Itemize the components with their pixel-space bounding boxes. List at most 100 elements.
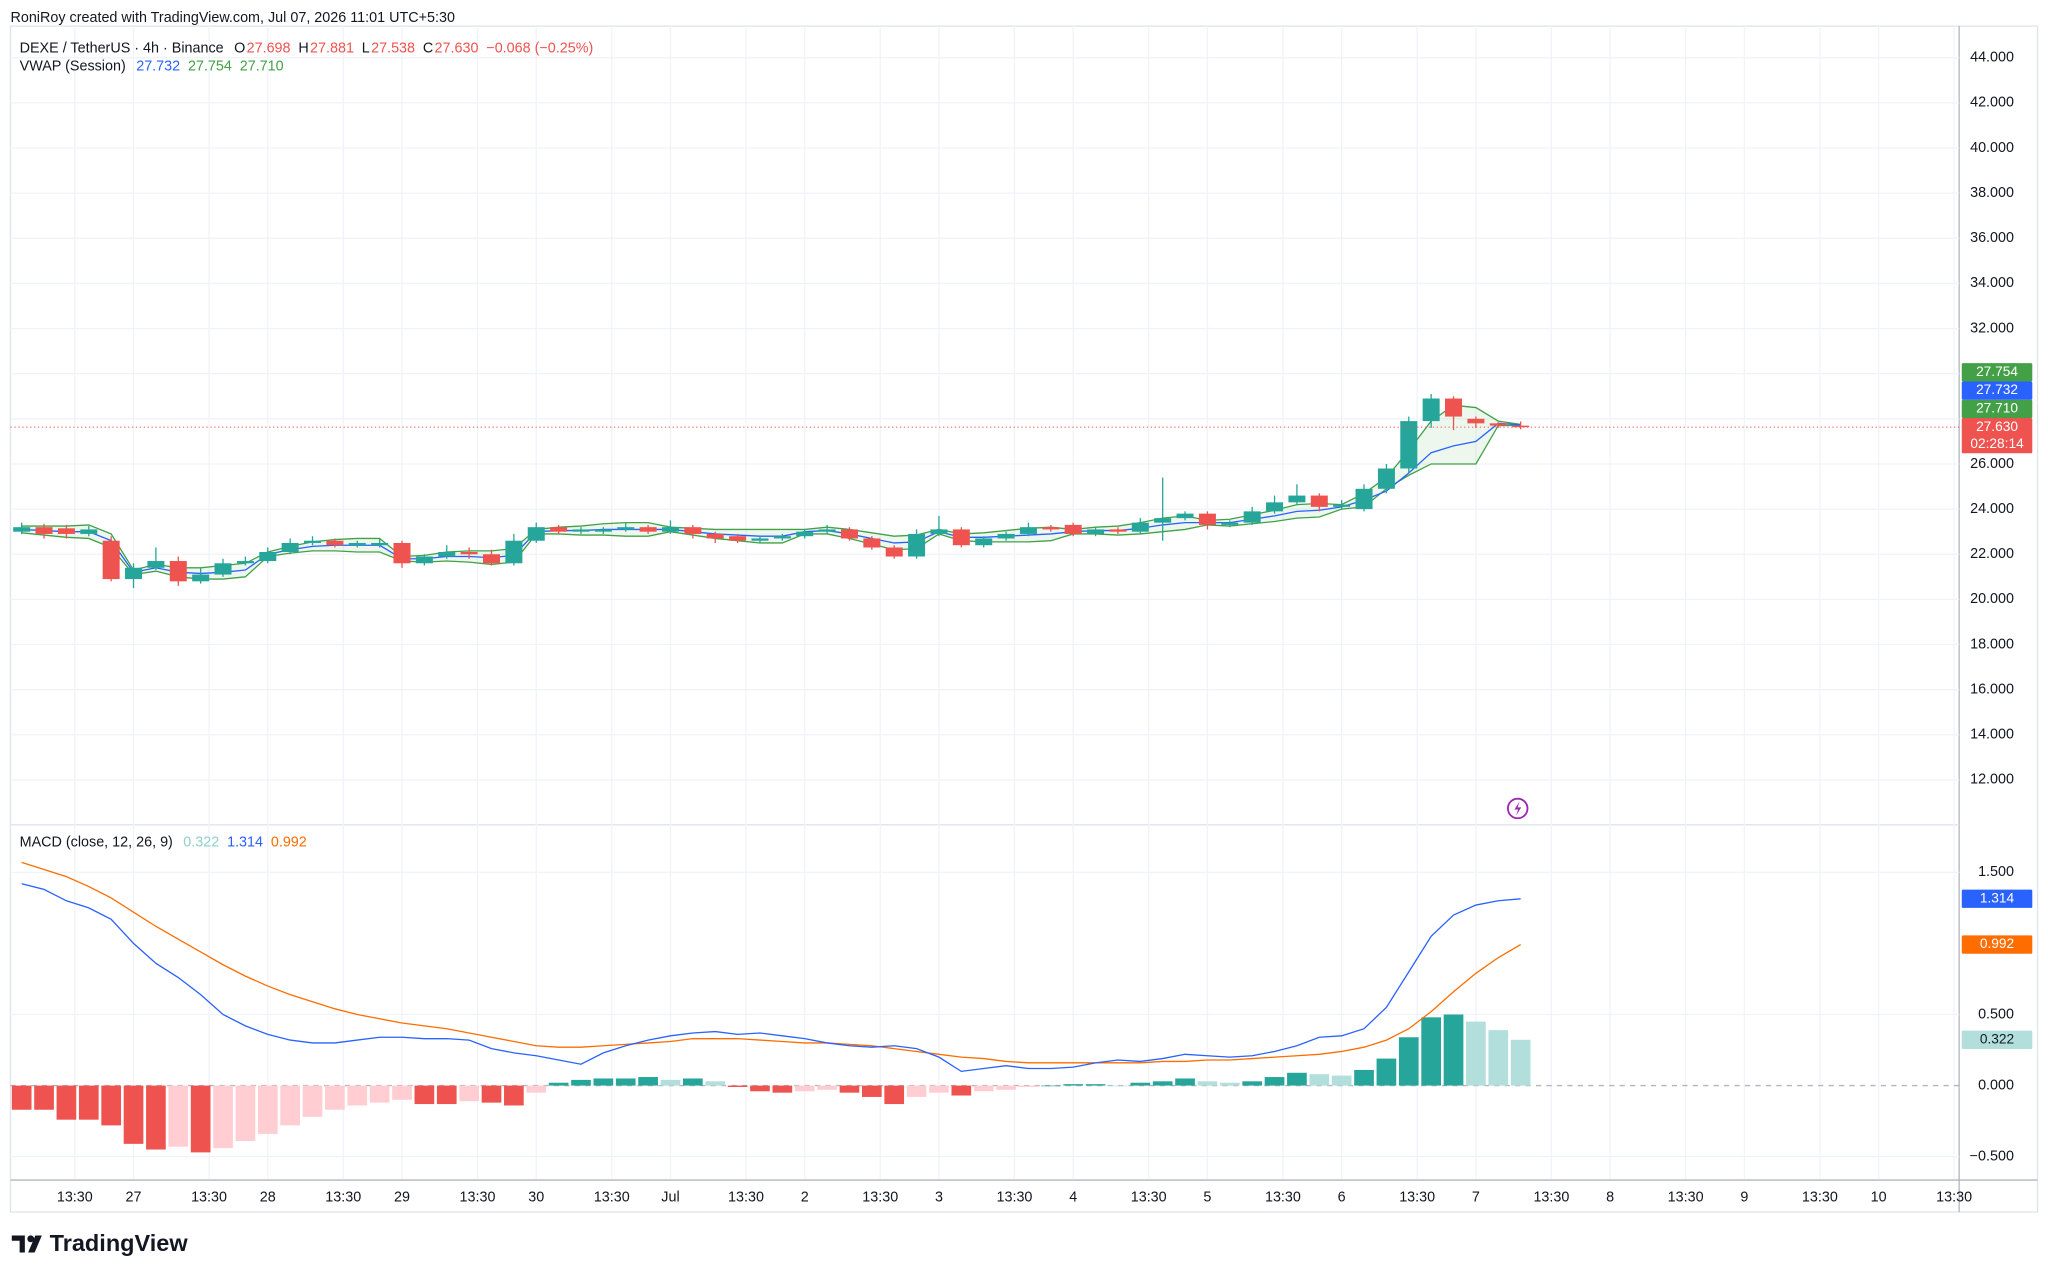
histogram-bar	[1510, 1039, 1531, 1086]
histogram-bar	[369, 1085, 390, 1103]
price-label-box	[1961, 418, 2033, 454]
x-tick-label: 2	[801, 1189, 809, 1205]
histogram-bar	[56, 1085, 77, 1120]
symbol-title: DEXE / TetherUS · 4h · Binance	[20, 40, 224, 56]
signal-value: 0.992	[271, 834, 307, 850]
alert-icon[interactable]	[1506, 797, 1529, 820]
candle-body	[1221, 522, 1239, 525]
x-tick-label: 13:30	[728, 1189, 764, 1205]
x-tick-label: 13:30	[996, 1189, 1032, 1205]
candle-body	[751, 538, 769, 541]
y-tick-label: 22.000	[1970, 546, 2014, 562]
grid	[10, 26, 1960, 1180]
candle-body	[1333, 504, 1351, 507]
candle-body	[482, 554, 500, 564]
histogram-bar	[325, 1085, 345, 1110]
candle-body	[1019, 527, 1037, 534]
y-tick-label: 16.000	[1970, 681, 2014, 697]
candle-body	[214, 563, 232, 575]
candle-body	[348, 542, 366, 546]
x-tick-label: 13:30	[1802, 1189, 1838, 1205]
x-tick-label: 5	[1203, 1189, 1211, 1205]
histogram-bar	[929, 1085, 949, 1093]
candle-body	[617, 527, 635, 530]
candle-body	[572, 529, 590, 532]
candle-body	[326, 540, 344, 546]
histogram-bar	[392, 1085, 412, 1100]
candle-body	[1176, 513, 1194, 519]
y-tick-label: 32.000	[1970, 320, 2014, 336]
candle-body	[1154, 518, 1172, 523]
candle-body	[527, 527, 545, 541]
x-tick-label: 3	[935, 1189, 943, 1205]
x-tick-label: Jul	[661, 1189, 679, 1205]
candle-body	[1266, 502, 1284, 512]
histogram-bar	[34, 1085, 54, 1110]
candle-body	[1131, 522, 1149, 532]
x-tick-label: 13:30	[1668, 1189, 1704, 1205]
candle-body	[684, 527, 702, 534]
histogram-bar	[168, 1085, 189, 1147]
candle-body	[1512, 425, 1530, 428]
candle-body	[975, 538, 993, 546]
countdown: 02:28:14	[1970, 436, 2024, 451]
candle-body	[505, 540, 523, 564]
candle-body	[125, 567, 143, 580]
y-tick-label: 44.000	[1970, 50, 2014, 66]
histogram-bar	[459, 1085, 479, 1102]
candle-body	[1445, 398, 1463, 417]
x-tick-label: 9	[1740, 1189, 1748, 1205]
histogram-bar	[1197, 1081, 1218, 1086]
histogram-bar	[123, 1085, 144, 1144]
histogram-bar	[750, 1085, 770, 1092]
y-tick-label: 1.500	[1978, 864, 2014, 880]
histogram-bar	[1376, 1058, 1397, 1086]
histogram-bar	[906, 1085, 927, 1097]
y-tick-label: 40.000	[1970, 140, 2014, 156]
symbol-legend: DEXE / TetherUS · 4h · Binance O27.698 H27…	[20, 40, 594, 56]
candle-body	[885, 547, 903, 557]
histogram-bar	[414, 1085, 435, 1105]
candle-body	[169, 561, 187, 582]
candle-body	[1489, 423, 1507, 426]
price-label-box	[1961, 935, 2033, 954]
candle-body	[1198, 513, 1216, 525]
candle-body	[259, 551, 277, 562]
x-tick-label: 6	[1338, 1189, 1346, 1205]
y-tick-label: −0.500	[1970, 1148, 2014, 1164]
axes: 13:30 27 13:30 28 13:30 29 13:30 30 13:30 Jul 13:3…	[57, 50, 2033, 1205]
histogram-bar	[78, 1085, 99, 1120]
y-tick-label: 24.000	[1970, 501, 2014, 517]
histogram-bar	[951, 1085, 972, 1096]
histogram-bar	[1421, 1017, 1441, 1086]
candle-body	[1243, 511, 1261, 523]
price-label-box	[1961, 889, 2033, 908]
histogram-bar	[727, 1085, 748, 1087]
signal-line	[21, 861, 1521, 1064]
histogram-bar	[683, 1078, 703, 1086]
histogram-bar	[615, 1078, 636, 1086]
histogram-bar	[257, 1085, 278, 1134]
candle-body	[1310, 495, 1328, 507]
logo-text: TradingView	[50, 1230, 189, 1256]
x-tick-label: 13:30	[191, 1189, 227, 1205]
candle-body	[796, 531, 814, 537]
ohlc-value: 27.630	[435, 40, 479, 56]
candle-body	[1288, 495, 1306, 503]
x-tick-label: 13:30	[1399, 1189, 1435, 1205]
logo-mark	[11, 1235, 42, 1253]
histogram-bar	[1219, 1082, 1240, 1086]
candle-body	[639, 527, 657, 532]
x-tick-label: 13:30	[1533, 1189, 1569, 1205]
histogram-bar	[235, 1085, 256, 1142]
price-label: 27.732	[1976, 382, 2018, 397]
candle-body	[192, 574, 210, 582]
vwap-upper-value: 27.754	[188, 58, 232, 74]
candle-body	[438, 551, 456, 557]
candle-body	[952, 529, 970, 546]
histogram-bar	[794, 1085, 815, 1092]
x-tick-label: 13:30	[1265, 1189, 1301, 1205]
y-tick-label: 20.000	[1970, 591, 2014, 607]
histogram-bar	[213, 1085, 233, 1149]
